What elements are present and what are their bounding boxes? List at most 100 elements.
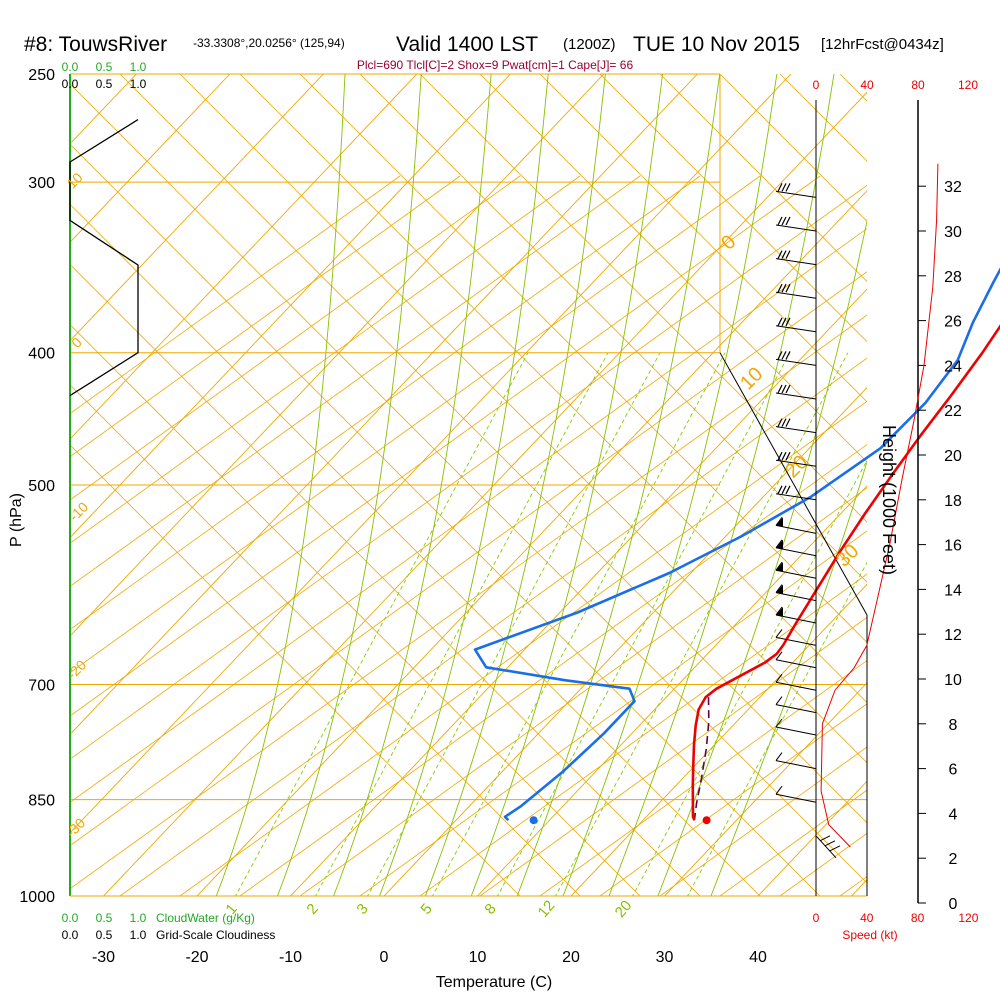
wind-barb-flag (775, 785, 783, 795)
wind-barb (775, 651, 817, 669)
wind-barb-flag (777, 418, 783, 427)
wind-barb-staff (775, 358, 817, 366)
wind-barb-flag (777, 351, 783, 360)
dry-adiabat-line (719, 74, 867, 222)
wind-barb-flag (785, 216, 791, 226)
height-tick-label: 2 (949, 851, 958, 868)
height-tick-label: 10 (944, 672, 962, 689)
cloudwater-scale-top-1: 0.5 (96, 60, 113, 74)
height-tick-label: 12 (944, 627, 962, 644)
height-tick-label: 32 (944, 179, 962, 196)
moist-adiabat-line (424, 74, 606, 896)
isotherm-line (70, 74, 231, 243)
cloudiness-scale-1: 0.5 (96, 928, 113, 942)
height-tick-label: 26 (944, 314, 962, 331)
wind-barb-flag (775, 696, 783, 705)
wind-barb (775, 673, 817, 691)
dry-adiabat-line (70, 175, 821, 717)
pressure-tick-label: 400 (28, 346, 55, 363)
wind-barb-staff (775, 426, 817, 434)
parcel-line (693, 697, 710, 821)
temperature-line (691, 324, 1000, 821)
dry-adiabat-line (70, 175, 401, 415)
dewpoint-line (473, 267, 1000, 822)
wind-barb-flag (776, 562, 783, 572)
mixing-ratio-label: 12 (535, 897, 559, 921)
dry-adiabat-line (70, 175, 581, 544)
wind-barb (775, 317, 817, 333)
moist-adiabat-line (333, 74, 492, 896)
wind-barb (775, 606, 817, 624)
moist-adiabat-line (710, 460, 867, 896)
wind-barb-flag (775, 629, 783, 638)
speed-tick-label: 120 (958, 911, 978, 925)
dry-adiabat-line (839, 876, 867, 896)
dry-adiabat-line (839, 74, 867, 102)
wind-barb-flag (775, 539, 783, 549)
speed-tick-label: 40 (860, 911, 874, 925)
dry-adiabat-line (179, 400, 867, 896)
cloudwater-scale-top-2: 1.0 (130, 60, 147, 74)
isotherm-line (383, 386, 867, 896)
isotherm-label: 10 (63, 169, 85, 191)
wind-barb (775, 216, 817, 232)
isotherm-line (477, 485, 867, 896)
cloudwater-scale-2: 1.0 (130, 911, 147, 925)
wind-barb-flag (785, 283, 791, 293)
isotherm-label: -20 (64, 657, 90, 683)
mixing-ratio-line (555, 352, 849, 896)
speed-scale-top-3: 120 (958, 78, 978, 92)
wind-barb (775, 584, 817, 602)
mixing-ratio-label: 3 (353, 900, 371, 917)
moist-adiabat-line (215, 74, 346, 896)
diagram-boundary (719, 352, 868, 616)
wind-barb (775, 785, 817, 803)
station-title: #8: TouwsRiver (24, 33, 167, 56)
speed-tick-label: 0 (813, 911, 820, 925)
pressure-tick-label: 500 (28, 478, 55, 495)
wind-barb-staff (775, 760, 817, 770)
pressure-tick-label: 300 (28, 175, 55, 192)
wind-barb-flag (776, 517, 783, 527)
dewpoint-line-marker (529, 816, 538, 825)
moist-adiabat-line (379, 74, 549, 896)
cloudiness-scale-top-0: 0.0 (62, 77, 79, 91)
wind-barb (775, 485, 817, 501)
wind-barb-flag (775, 673, 783, 683)
wind-barb (815, 835, 841, 859)
mixing-ratio-label: 5 (417, 900, 435, 917)
wind-barb-staff (775, 493, 817, 501)
wind-barb-staff (775, 636, 817, 646)
wind-barb (775, 384, 817, 400)
data-series (69, 119, 1000, 825)
height-axis-title: Height (1000 Feet) (879, 425, 899, 575)
wind-barb-flag (824, 840, 836, 847)
wind-barb (775, 183, 817, 198)
dry-adiabat-line (539, 74, 867, 403)
wind-barb-flag (775, 584, 783, 593)
wind-barb-flag (785, 183, 791, 192)
height-tick-label: 18 (944, 493, 962, 510)
isotherm-line (70, 74, 418, 440)
height-tick-label: 24 (944, 358, 962, 375)
dry-adiabat-line (70, 175, 701, 631)
wind-barb-flag (781, 384, 787, 394)
wind-barb-flag (776, 584, 783, 594)
wind-barb-staff (775, 659, 817, 669)
dry-adiabat-line (659, 74, 867, 283)
dry-adiabat-line (119, 357, 867, 896)
station-coords: -33.3308°,20.0256° (125,94) (193, 36, 345, 50)
speed-scale-top-0: 0 (813, 78, 820, 92)
dry-adiabat-line (479, 616, 867, 896)
pressure-tick-label: 700 (28, 678, 55, 695)
dry-adiabat-line (359, 530, 867, 896)
wind-barb-flag (781, 418, 787, 427)
wind-barb-staff (775, 459, 817, 467)
wind-barb-flag (785, 384, 791, 394)
dry-adiabat-line (539, 660, 867, 896)
temperature-tick-label: 30 (656, 949, 674, 966)
pressure-tick-label: 850 (28, 793, 55, 810)
moist-adiabat-line (657, 218, 867, 896)
